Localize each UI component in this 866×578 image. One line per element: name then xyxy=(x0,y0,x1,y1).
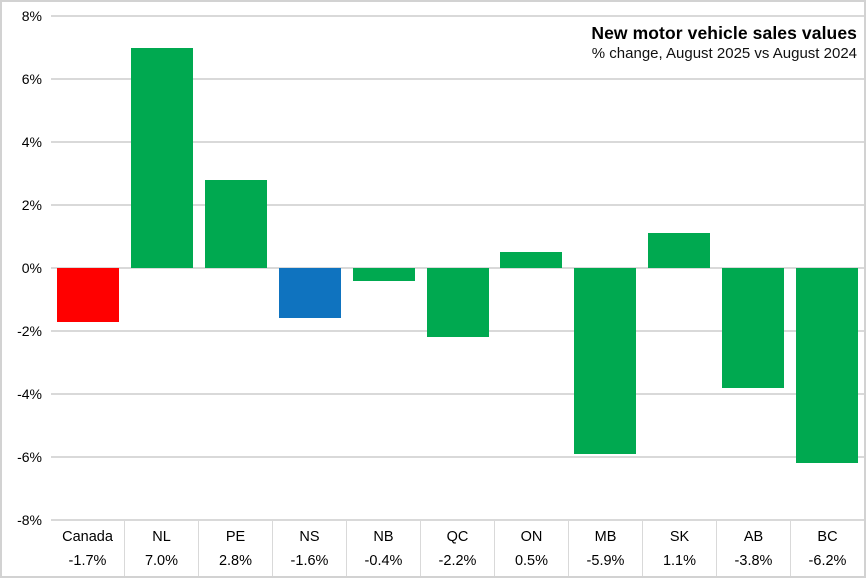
x-axis-table: Canada -1.7% NL 7.0% PE 2.8% NS -1.6% NB -0.4% QC -… xyxy=(51,520,864,576)
value-label: -1.6% xyxy=(290,553,329,569)
value-label: -5.9% xyxy=(586,553,625,569)
value-label: 2.8% xyxy=(218,553,253,569)
gridline xyxy=(51,78,864,80)
y-axis-tick-label: 8% xyxy=(21,8,42,24)
x-axis-cell: ON 0.5% xyxy=(494,520,568,576)
x-axis-cell: NS -1.6% xyxy=(272,520,346,576)
value-label: 7.0% xyxy=(144,553,179,569)
bar-nb xyxy=(352,268,415,281)
x-axis-cell: NB -0.4% xyxy=(346,520,420,576)
bar-qc xyxy=(426,268,489,338)
bar-ab xyxy=(722,268,785,388)
x-axis-cell: MB -5.9% xyxy=(568,520,642,576)
gridline xyxy=(51,15,864,17)
x-axis-cell: Canada -1.7% xyxy=(51,520,124,576)
category-label: MB xyxy=(594,529,617,545)
value-label: -2.2% xyxy=(438,553,477,569)
y-axis-tick-label: -4% xyxy=(17,386,42,402)
category-label: QC xyxy=(446,529,469,545)
bar-mb xyxy=(574,268,637,454)
value-label: -0.4% xyxy=(364,553,403,569)
value-label: 1.1% xyxy=(662,553,697,569)
x-axis-cell: BC -6.2% xyxy=(790,520,864,576)
category-label: PE xyxy=(225,529,246,545)
category-label: SK xyxy=(669,529,690,545)
category-label: AB xyxy=(743,529,764,545)
y-axis-tick-label: 6% xyxy=(21,71,42,87)
bar-canada xyxy=(56,268,119,322)
gridline xyxy=(51,204,864,206)
category-label: Canada xyxy=(62,529,113,545)
category-label: BC xyxy=(817,529,838,545)
gridline xyxy=(51,456,864,458)
category-label: ON xyxy=(520,529,543,545)
x-axis-cell: SK 1.1% xyxy=(642,520,716,576)
x-axis-cell: PE 2.8% xyxy=(198,520,272,576)
bar-sk xyxy=(648,233,711,268)
chart-title: New motor vehicle sales values xyxy=(591,23,857,43)
chart-header: New motor vehicle sales values % change,… xyxy=(591,22,857,64)
x-axis-cell: QC -2.2% xyxy=(420,520,494,576)
gridline xyxy=(51,519,864,521)
y-axis-tick-label: 4% xyxy=(21,134,42,150)
category-label: NB xyxy=(373,529,394,545)
value-label: -1.7% xyxy=(68,553,107,569)
y-axis-tick-label: 2% xyxy=(21,197,42,213)
gridline xyxy=(51,141,864,143)
x-axis-cell: NL 7.0% xyxy=(124,520,198,576)
value-label: 0.5% xyxy=(514,553,549,569)
bar-pe xyxy=(204,179,267,268)
y-axis-tick-label: -8% xyxy=(17,512,42,528)
chart-subtitle: % change, August 2025 vs August 2024 xyxy=(591,45,857,62)
value-label: -3.8% xyxy=(734,553,773,569)
category-label: NS xyxy=(299,529,320,545)
y-axis-tick-label: -6% xyxy=(17,449,42,465)
y-axis-tick-label: -2% xyxy=(17,323,42,339)
plot-area xyxy=(51,15,864,521)
bar-on xyxy=(500,252,563,268)
gridline xyxy=(51,393,864,395)
category-label: NL xyxy=(152,529,171,545)
value-label: -6.2% xyxy=(808,553,847,569)
x-axis-cell: AB -3.8% xyxy=(716,520,790,576)
bar-bc xyxy=(796,268,859,464)
y-axis-tick-label: 0% xyxy=(21,260,42,276)
bar-ns xyxy=(278,268,341,319)
bar-nl xyxy=(130,47,193,268)
